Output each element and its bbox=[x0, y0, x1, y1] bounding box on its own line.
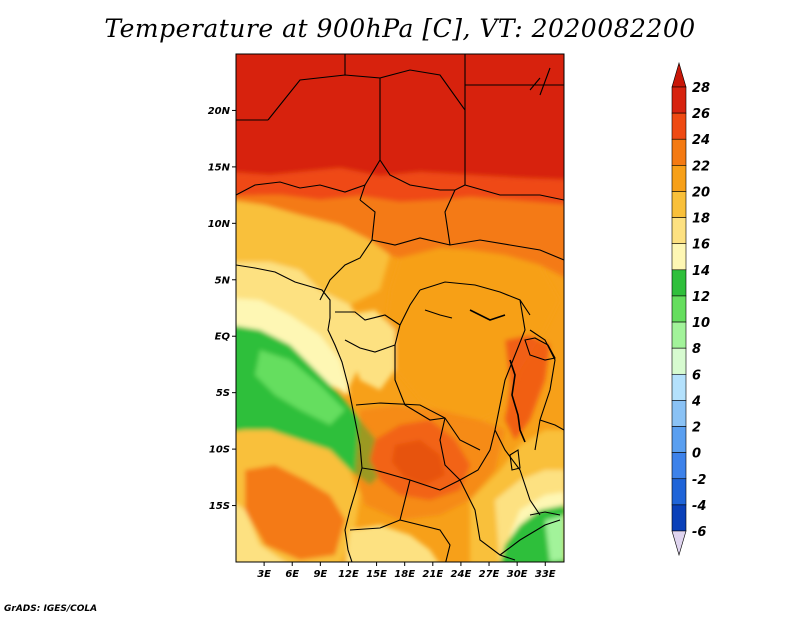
colorbar-top-arrow bbox=[671, 61, 687, 88]
colorbar-label: 18 bbox=[692, 212, 710, 227]
grads-credit: GrADS: IGES/COLA bbox=[4, 604, 98, 614]
colorbar-label: 2 bbox=[692, 421, 701, 436]
colorbar-swatch bbox=[671, 112, 687, 140]
field-band-22-central bbox=[345, 310, 395, 390]
field-band-northern-hot bbox=[236, 54, 564, 180]
lat-tick-label: 5S bbox=[216, 388, 230, 399]
lon-tick-label: 6E bbox=[285, 569, 299, 580]
lat-tick-label: EQ bbox=[215, 332, 231, 343]
field-band-12-southeast bbox=[545, 515, 564, 562]
colorbar-swatch bbox=[671, 452, 687, 480]
colorbar-label: 6 bbox=[692, 368, 701, 383]
colorbar-swatch bbox=[671, 191, 687, 218]
lon-tick-label: 12E bbox=[338, 569, 359, 580]
lon-tick-label: 33E bbox=[535, 569, 556, 580]
latitude-axis: 20N 15N 10N 5N EQ 5S 10S 15S bbox=[208, 106, 236, 512]
colorbar-label: -6 bbox=[692, 525, 706, 540]
lat-tick-label: 10S bbox=[209, 445, 230, 456]
lon-tick-label: 30E bbox=[507, 569, 528, 580]
colorbar-label: 24 bbox=[692, 133, 710, 148]
colorbar-swatch bbox=[671, 243, 687, 271]
chart-title: Temperature at 900hPa [C], VT: 202008220… bbox=[104, 14, 696, 43]
lon-tick-label: 15E bbox=[366, 569, 387, 580]
colorbar-label: 28 bbox=[692, 81, 710, 96]
colorbar-label: 8 bbox=[692, 342, 701, 357]
plot-frame bbox=[235, 53, 565, 563]
field-band-24-south bbox=[355, 405, 505, 520]
colorbar-swatch bbox=[671, 165, 687, 192]
lon-tick-label: 18E bbox=[394, 569, 415, 580]
colorbar-swatch bbox=[671, 478, 687, 506]
field-band-24 bbox=[236, 195, 564, 277]
lat-tick-label: 10N bbox=[208, 219, 231, 230]
colorbar-label: 10 bbox=[692, 316, 710, 331]
field-band-20-southwest bbox=[236, 504, 286, 562]
field-band-24-southwest bbox=[245, 465, 345, 560]
field-band-20-bottom bbox=[345, 525, 438, 562]
lon-tick-label: 3E bbox=[257, 569, 271, 580]
longitude-axis: 3E 6E 9E 12E 15E 18E 21E 24E 27E 30E 33E bbox=[257, 562, 556, 580]
colorbar-label: 22 bbox=[692, 159, 710, 174]
lat-tick-label: 15S bbox=[209, 501, 230, 512]
colorbar-swatch bbox=[671, 138, 687, 166]
temperature-field bbox=[236, 54, 564, 562]
field-band-22-west bbox=[236, 200, 390, 305]
field-band-26-rift bbox=[505, 335, 550, 440]
lat-tick-label: 5N bbox=[215, 275, 231, 286]
colorbar-swatch bbox=[671, 86, 687, 114]
lon-tick-label: 24E bbox=[451, 569, 472, 580]
field-band-18-coast bbox=[236, 298, 350, 395]
colorbar-label: 26 bbox=[692, 107, 710, 122]
colorbar-swatch bbox=[671, 504, 687, 532]
colorbar-label: 14 bbox=[692, 264, 710, 279]
colorbar-bottom-arrow bbox=[671, 530, 687, 557]
colorbar-label: 4 bbox=[691, 394, 701, 409]
colorbar-swatch bbox=[671, 347, 687, 375]
colorbar-swatch bbox=[671, 426, 687, 453]
colorbar-swatch bbox=[671, 269, 687, 297]
coastlines-and-borders bbox=[236, 54, 564, 562]
lon-tick-label: 27E bbox=[479, 569, 500, 580]
colorbar-label: 20 bbox=[692, 185, 710, 200]
colorbar-label: -4 bbox=[692, 499, 706, 514]
colorbar-label: -2 bbox=[692, 473, 706, 488]
colorbar-label: 0 bbox=[692, 447, 701, 462]
field-band-26 bbox=[236, 168, 564, 205]
colorbar-swatch bbox=[671, 400, 687, 427]
colorbar-swatch bbox=[671, 373, 687, 401]
colorbar-swatch bbox=[671, 321, 687, 349]
lat-tick-label: 15N bbox=[208, 162, 231, 173]
field-band-14-patch bbox=[255, 350, 345, 425]
colorbar-swatch bbox=[671, 217, 687, 245]
colorbar-swatch bbox=[671, 295, 687, 323]
lon-tick-label: 9E bbox=[313, 569, 327, 580]
lat-tick-label: 20N bbox=[208, 106, 231, 117]
colorbar-label: 16 bbox=[692, 238, 710, 253]
colorbar-label: 12 bbox=[692, 290, 710, 305]
lon-tick-label: 21E bbox=[422, 569, 443, 580]
